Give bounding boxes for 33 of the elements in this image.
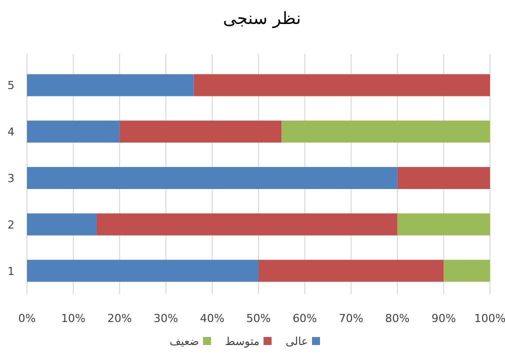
bar (27, 74, 194, 96)
x-tick-label: 0% (18, 312, 36, 325)
x-tick-label: 20% (107, 312, 132, 325)
bar (27, 120, 120, 143)
bar (96, 213, 398, 236)
y-tick-label: 2 (8, 218, 14, 232)
x-tick-label: 30% (154, 312, 178, 325)
x-tick-label: 60% (292, 312, 318, 325)
bar (27, 167, 398, 189)
x-tick-label: 10% (61, 312, 86, 325)
bar (282, 120, 490, 143)
x-tick-label: 100% (474, 312, 505, 325)
y-tick-label: 3 (8, 172, 14, 185)
x-tick-label: 70% (338, 312, 364, 325)
bar (444, 260, 490, 282)
y-tick-label: 1 (8, 264, 14, 278)
legend-label: عالی (286, 335, 308, 348)
legend-label: متوسط (225, 335, 260, 348)
legend-label: ضعیف (170, 335, 199, 348)
bar (27, 213, 96, 236)
bar (258, 260, 444, 282)
x-tick-label: 80% (385, 312, 410, 325)
bar (27, 260, 258, 282)
chart-title: نظر سنجی (223, 9, 301, 29)
x-tick-label: 40% (200, 312, 224, 325)
bar (397, 167, 490, 189)
x-tick-label: 50% (246, 312, 271, 325)
bar (397, 213, 490, 236)
x-tick-label: 90% (431, 312, 456, 325)
bar (194, 74, 490, 96)
y-tick-label: 5 (8, 79, 14, 92)
bar (120, 120, 282, 143)
y-tick-label: 4 (8, 126, 14, 139)
